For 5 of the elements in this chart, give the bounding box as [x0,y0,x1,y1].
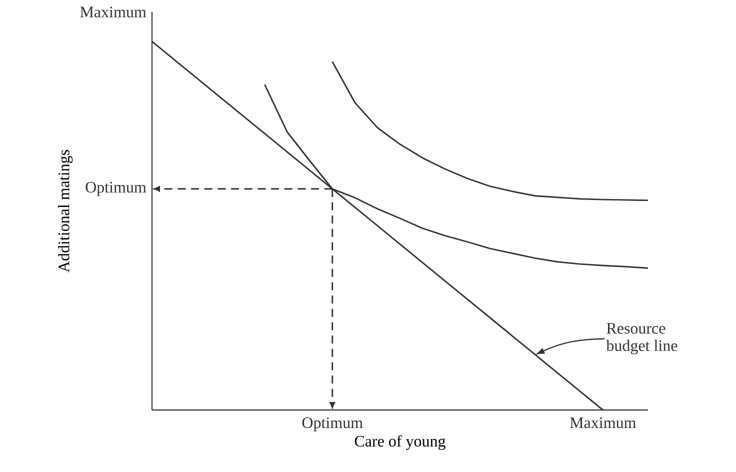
text: Maximum [80,6,146,18]
text: Optimum [86,182,146,196]
annotation: Resource budget line [606,323,678,354]
y-axis-title: Additional matings [58,150,73,272]
x-axis-title: Care of young [354,435,446,450]
